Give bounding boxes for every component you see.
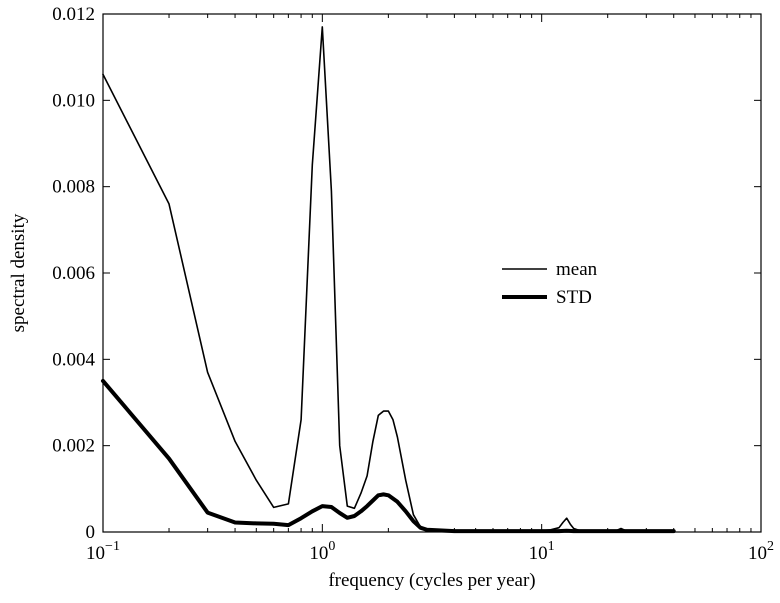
y-tick-label: 0.004: [52, 349, 95, 370]
legend: mean STD: [502, 259, 598, 308]
series-lines: [101, 26, 676, 534]
x-tick-label: 102: [748, 539, 774, 564]
y-tick-label: 0: [86, 522, 96, 543]
legend-label-std: STD: [556, 287, 592, 308]
x-tick-label: 100: [309, 539, 335, 564]
series-line-std: [101, 378, 676, 534]
x-axis-label: frequency (cycles per year): [328, 570, 535, 591]
y-tick-label: 0.002: [52, 436, 95, 457]
axis-ticks: 0 0.002 0.004 0.006 0.008 0.010 0.012 10−1 100 10…: [52, 4, 774, 564]
y-tick-label: 0.006: [52, 263, 95, 284]
y-tick-label: 0.012: [52, 4, 95, 25]
y-tick-label: 0.010: [52, 90, 95, 111]
x-tick-label: 10−1: [86, 539, 120, 564]
x-tick-label: 101: [529, 539, 555, 564]
y-tick-label: 0.008: [52, 177, 95, 198]
y-axis-label: spectral density: [8, 213, 29, 332]
plot-frame: [102, 13, 762, 533]
legend-label-mean: mean: [556, 259, 598, 280]
